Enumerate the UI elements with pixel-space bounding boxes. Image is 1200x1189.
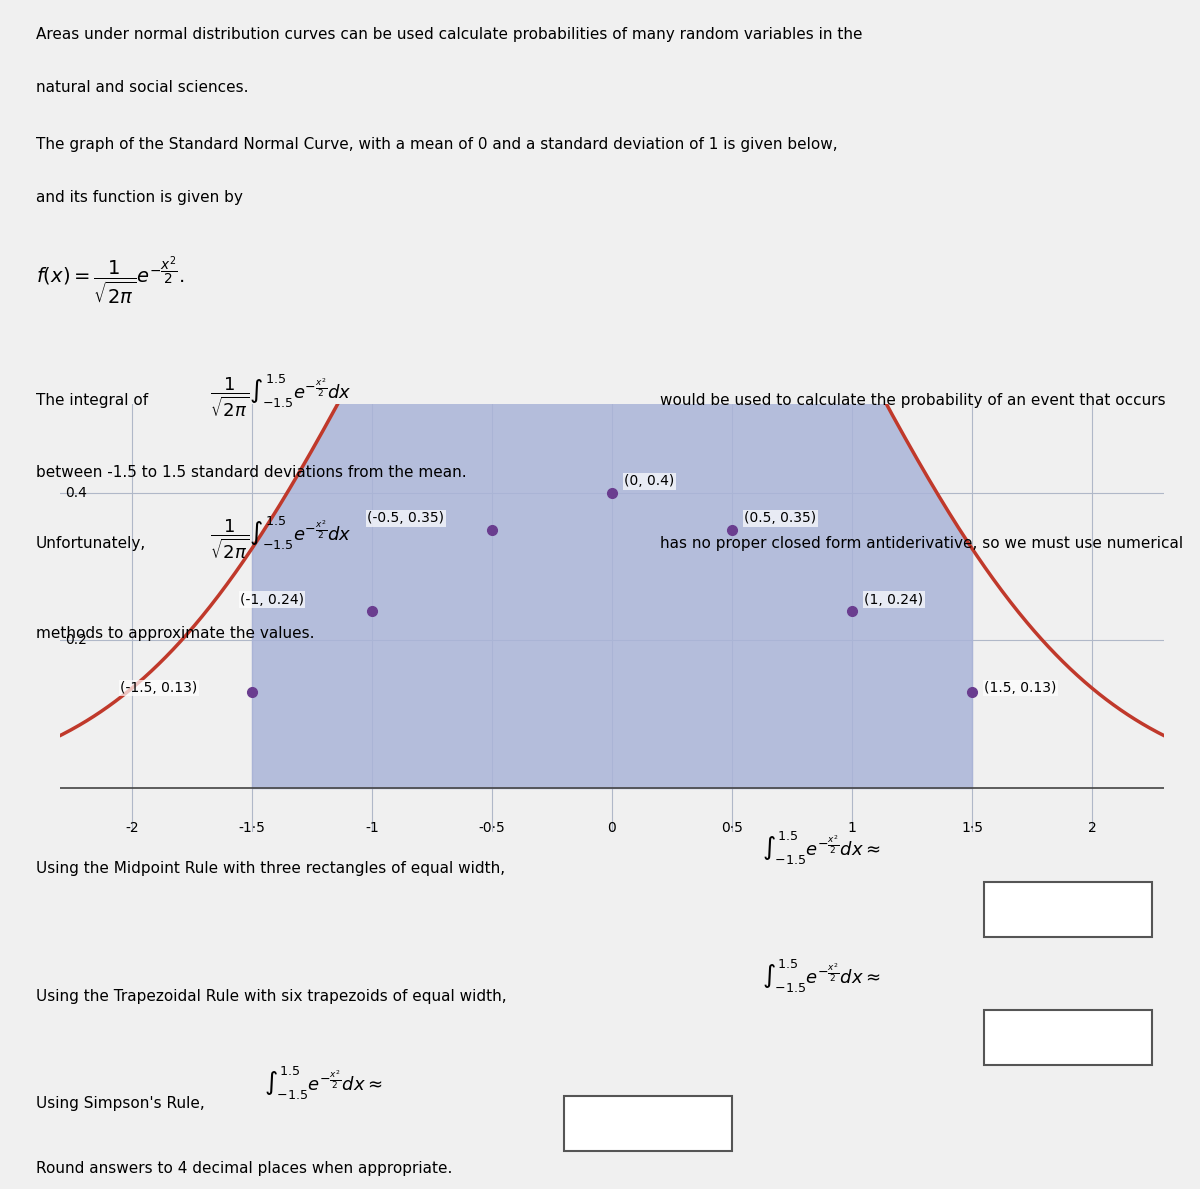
Text: and its function is given by: and its function is given by [36, 190, 242, 206]
Text: (0, 0.4): (0, 0.4) [624, 474, 674, 489]
Text: (1.5, 0.13): (1.5, 0.13) [984, 681, 1056, 696]
Text: has no proper closed form antiderivative, so we must use numerical: has no proper closed form antiderivative… [660, 536, 1183, 552]
Text: -0·5: -0·5 [479, 822, 505, 835]
Text: 0.4: 0.4 [65, 486, 86, 499]
Text: 0: 0 [607, 822, 617, 835]
Text: between -1.5 to 1.5 standard deviations from the mean.: between -1.5 to 1.5 standard deviations … [36, 465, 467, 480]
Text: $\int_{-1.5}^{1.5} e^{-\frac{x^2}{2}} dx \approx$: $\int_{-1.5}^{1.5} e^{-\frac{x^2}{2}} dx… [762, 958, 881, 995]
Text: Areas under normal distribution curves can be used calculate probabilities of ma: Areas under normal distribution curves c… [36, 26, 863, 42]
Text: 1·5: 1·5 [961, 822, 983, 835]
Text: 1: 1 [847, 822, 857, 835]
Text: natural and social sciences.: natural and social sciences. [36, 80, 248, 95]
Text: (1, 0.24): (1, 0.24) [864, 592, 923, 606]
Text: $\dfrac{1}{\sqrt{2\pi}} \int_{-1.5}^{1.5} e^{-\frac{x^2}{2}} dx$: $\dfrac{1}{\sqrt{2\pi}} \int_{-1.5}^{1.5… [210, 372, 352, 419]
Text: (-1, 0.24): (-1, 0.24) [240, 592, 304, 606]
Text: $f(x) = \dfrac{1}{\sqrt{2\pi}} e^{-\dfrac{x^2}{2}}.$: $f(x) = \dfrac{1}{\sqrt{2\pi}} e^{-\dfra… [36, 254, 185, 308]
Text: Unfortunately,: Unfortunately, [36, 536, 146, 552]
Text: $\int_{-1.5}^{1.5} e^{-\frac{x^2}{2}} dx \approx$: $\int_{-1.5}^{1.5} e^{-\frac{x^2}{2}} dx… [762, 830, 881, 868]
FancyBboxPatch shape [984, 882, 1152, 937]
Text: 0·5: 0·5 [721, 822, 743, 835]
Text: 0.2: 0.2 [65, 634, 86, 648]
Text: The integral of: The integral of [36, 392, 148, 408]
Text: methods to approximate the values.: methods to approximate the values. [36, 627, 314, 641]
Text: $\dfrac{1}{\sqrt{2\pi}} \int_{-1.5}^{1.5} e^{-\frac{x^2}{2}} dx$: $\dfrac{1}{\sqrt{2\pi}} \int_{-1.5}^{1.5… [210, 515, 352, 561]
Text: 2: 2 [1087, 822, 1097, 835]
Text: -2: -2 [125, 822, 139, 835]
Text: Using the Trapezoidal Rule with six trapezoids of equal width,: Using the Trapezoidal Rule with six trap… [36, 989, 506, 1004]
FancyBboxPatch shape [984, 1009, 1152, 1065]
Text: Using Simpson's Rule,: Using Simpson's Rule, [36, 1096, 205, 1111]
Text: (-1.5, 0.13): (-1.5, 0.13) [120, 681, 197, 696]
Text: (0.5, 0.35): (0.5, 0.35) [744, 511, 816, 526]
Text: (-0.5, 0.35): (-0.5, 0.35) [367, 511, 444, 526]
Text: The graph of the Standard Normal Curve, with a mean of 0 and a standard deviatio: The graph of the Standard Normal Curve, … [36, 137, 838, 152]
FancyBboxPatch shape [564, 1096, 732, 1151]
Text: $\int_{-1.5}^{1.5} e^{-\frac{x^2}{2}} dx \approx$: $\int_{-1.5}^{1.5} e^{-\frac{x^2}{2}} dx… [264, 1065, 383, 1102]
Text: Round answers to 4 decimal places when appropriate.: Round answers to 4 decimal places when a… [36, 1162, 452, 1176]
Text: -1·5: -1·5 [239, 822, 265, 835]
Text: would be used to calculate the probability of an event that occurs: would be used to calculate the probabili… [660, 392, 1165, 408]
Text: Using the Midpoint Rule with three rectangles of equal width,: Using the Midpoint Rule with three recta… [36, 861, 505, 876]
Text: -1: -1 [365, 822, 379, 835]
